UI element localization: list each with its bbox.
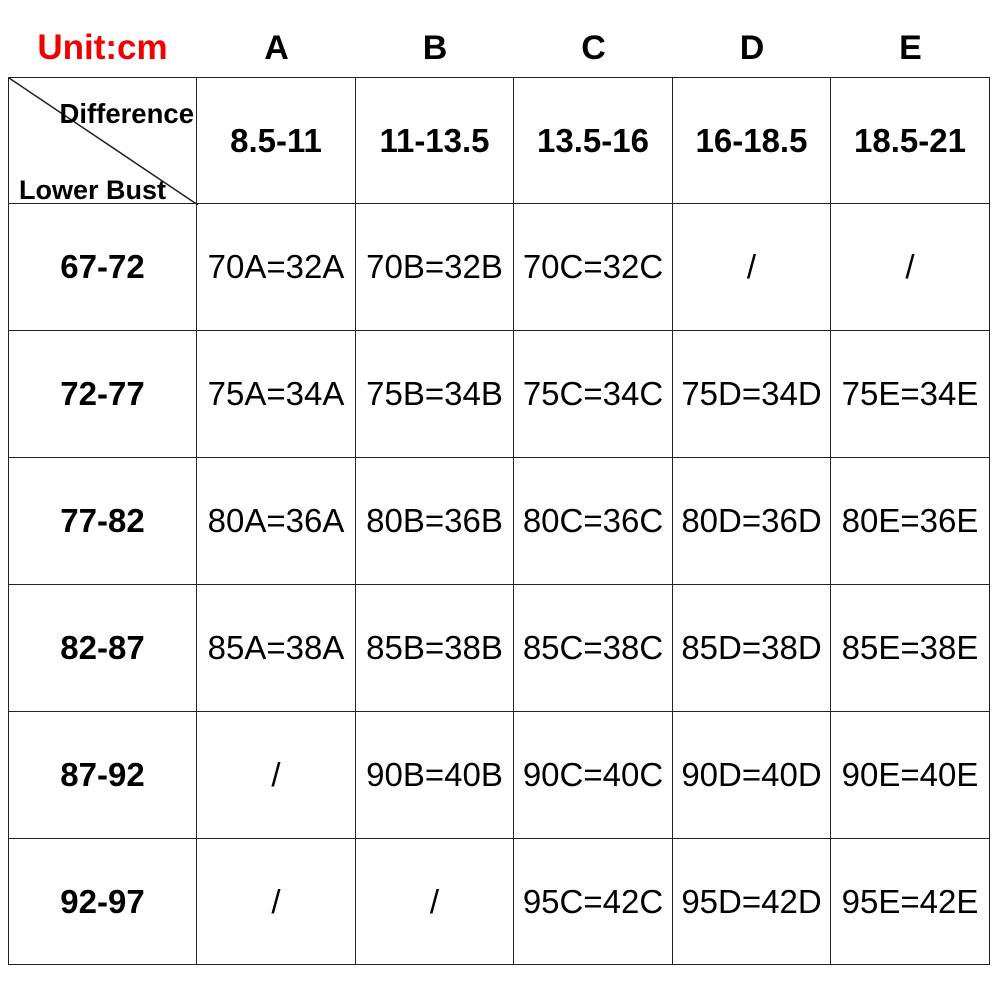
difference-range-header: 18.5-21 bbox=[831, 77, 990, 204]
size-cell: 95D=42D bbox=[673, 839, 831, 965]
corner-header-cell: Difference Lower Bust bbox=[8, 77, 198, 205]
size-cell: 80D=36D bbox=[673, 458, 831, 585]
lower-bust-range: 72-77 bbox=[8, 331, 197, 458]
unit-label: Unit:cm bbox=[37, 28, 168, 67]
size-cell: 80C=36C bbox=[514, 458, 673, 585]
size-cell: 85C=38C bbox=[514, 585, 673, 712]
size-cell: 70C=32C bbox=[514, 204, 673, 331]
lower-bust-range: 87-92 bbox=[8, 712, 197, 839]
diagonal-divider bbox=[9, 78, 198, 205]
size-cell: 90E=40E bbox=[831, 712, 990, 839]
cup-letter-E: E bbox=[899, 29, 922, 67]
size-cell: / bbox=[197, 712, 356, 839]
size-cell: 80B=36B bbox=[356, 458, 514, 585]
size-chart-table: Difference Lower Bust 8.5-11 11-13.5 13.5-… bbox=[8, 77, 990, 965]
cup-letter-C: C bbox=[581, 29, 606, 67]
size-cell: 95C=42C bbox=[514, 839, 673, 965]
size-cell: 70A=32A bbox=[197, 204, 356, 331]
size-cell: 90B=40B bbox=[356, 712, 514, 839]
size-cell: 70B=32B bbox=[356, 204, 514, 331]
cup-letter-B: B bbox=[422, 29, 448, 67]
cup-letter-A: A bbox=[264, 29, 289, 67]
size-cell: 75A=34A bbox=[197, 331, 356, 458]
size-cell: 90D=40D bbox=[673, 712, 831, 839]
size-cell: 85B=38B bbox=[356, 585, 514, 712]
cup-letter-D: D bbox=[739, 29, 765, 67]
size-cell: 75B=34B bbox=[356, 331, 514, 458]
difference-label: Difference bbox=[59, 98, 195, 129]
lower-bust-range: 77-82 bbox=[8, 458, 197, 585]
size-cell: 95E=42E bbox=[831, 839, 990, 965]
size-cell: 85D=38D bbox=[673, 585, 831, 712]
size-cell: / bbox=[356, 839, 514, 965]
difference-range-header: 13.5-16 bbox=[514, 77, 673, 204]
difference-range-header: 8.5-11 bbox=[197, 77, 356, 204]
lower-bust-range: 67-72 bbox=[8, 204, 197, 331]
size-cell: 85A=38A bbox=[197, 585, 356, 712]
size-cell: 90C=40C bbox=[514, 712, 673, 839]
size-cell: 75E=34E bbox=[831, 331, 990, 458]
difference-range-header: 16-18.5 bbox=[673, 77, 831, 204]
size-cell: 85E=38E bbox=[831, 585, 990, 712]
size-cell: / bbox=[197, 839, 356, 965]
lower-bust-label: Lower Bust bbox=[19, 175, 167, 205]
lower-bust-range: 82-87 bbox=[8, 585, 197, 712]
size-cell: 80E=36E bbox=[831, 458, 990, 585]
size-cell: 75C=34C bbox=[514, 331, 673, 458]
size-cell: / bbox=[673, 204, 831, 331]
size-cell: / bbox=[831, 204, 990, 331]
size-cell: 75D=34D bbox=[673, 331, 831, 458]
lower-bust-range: 92-97 bbox=[8, 839, 197, 965]
difference-range-header: 11-13.5 bbox=[356, 77, 514, 204]
size-cell: 80A=36A bbox=[197, 458, 356, 585]
